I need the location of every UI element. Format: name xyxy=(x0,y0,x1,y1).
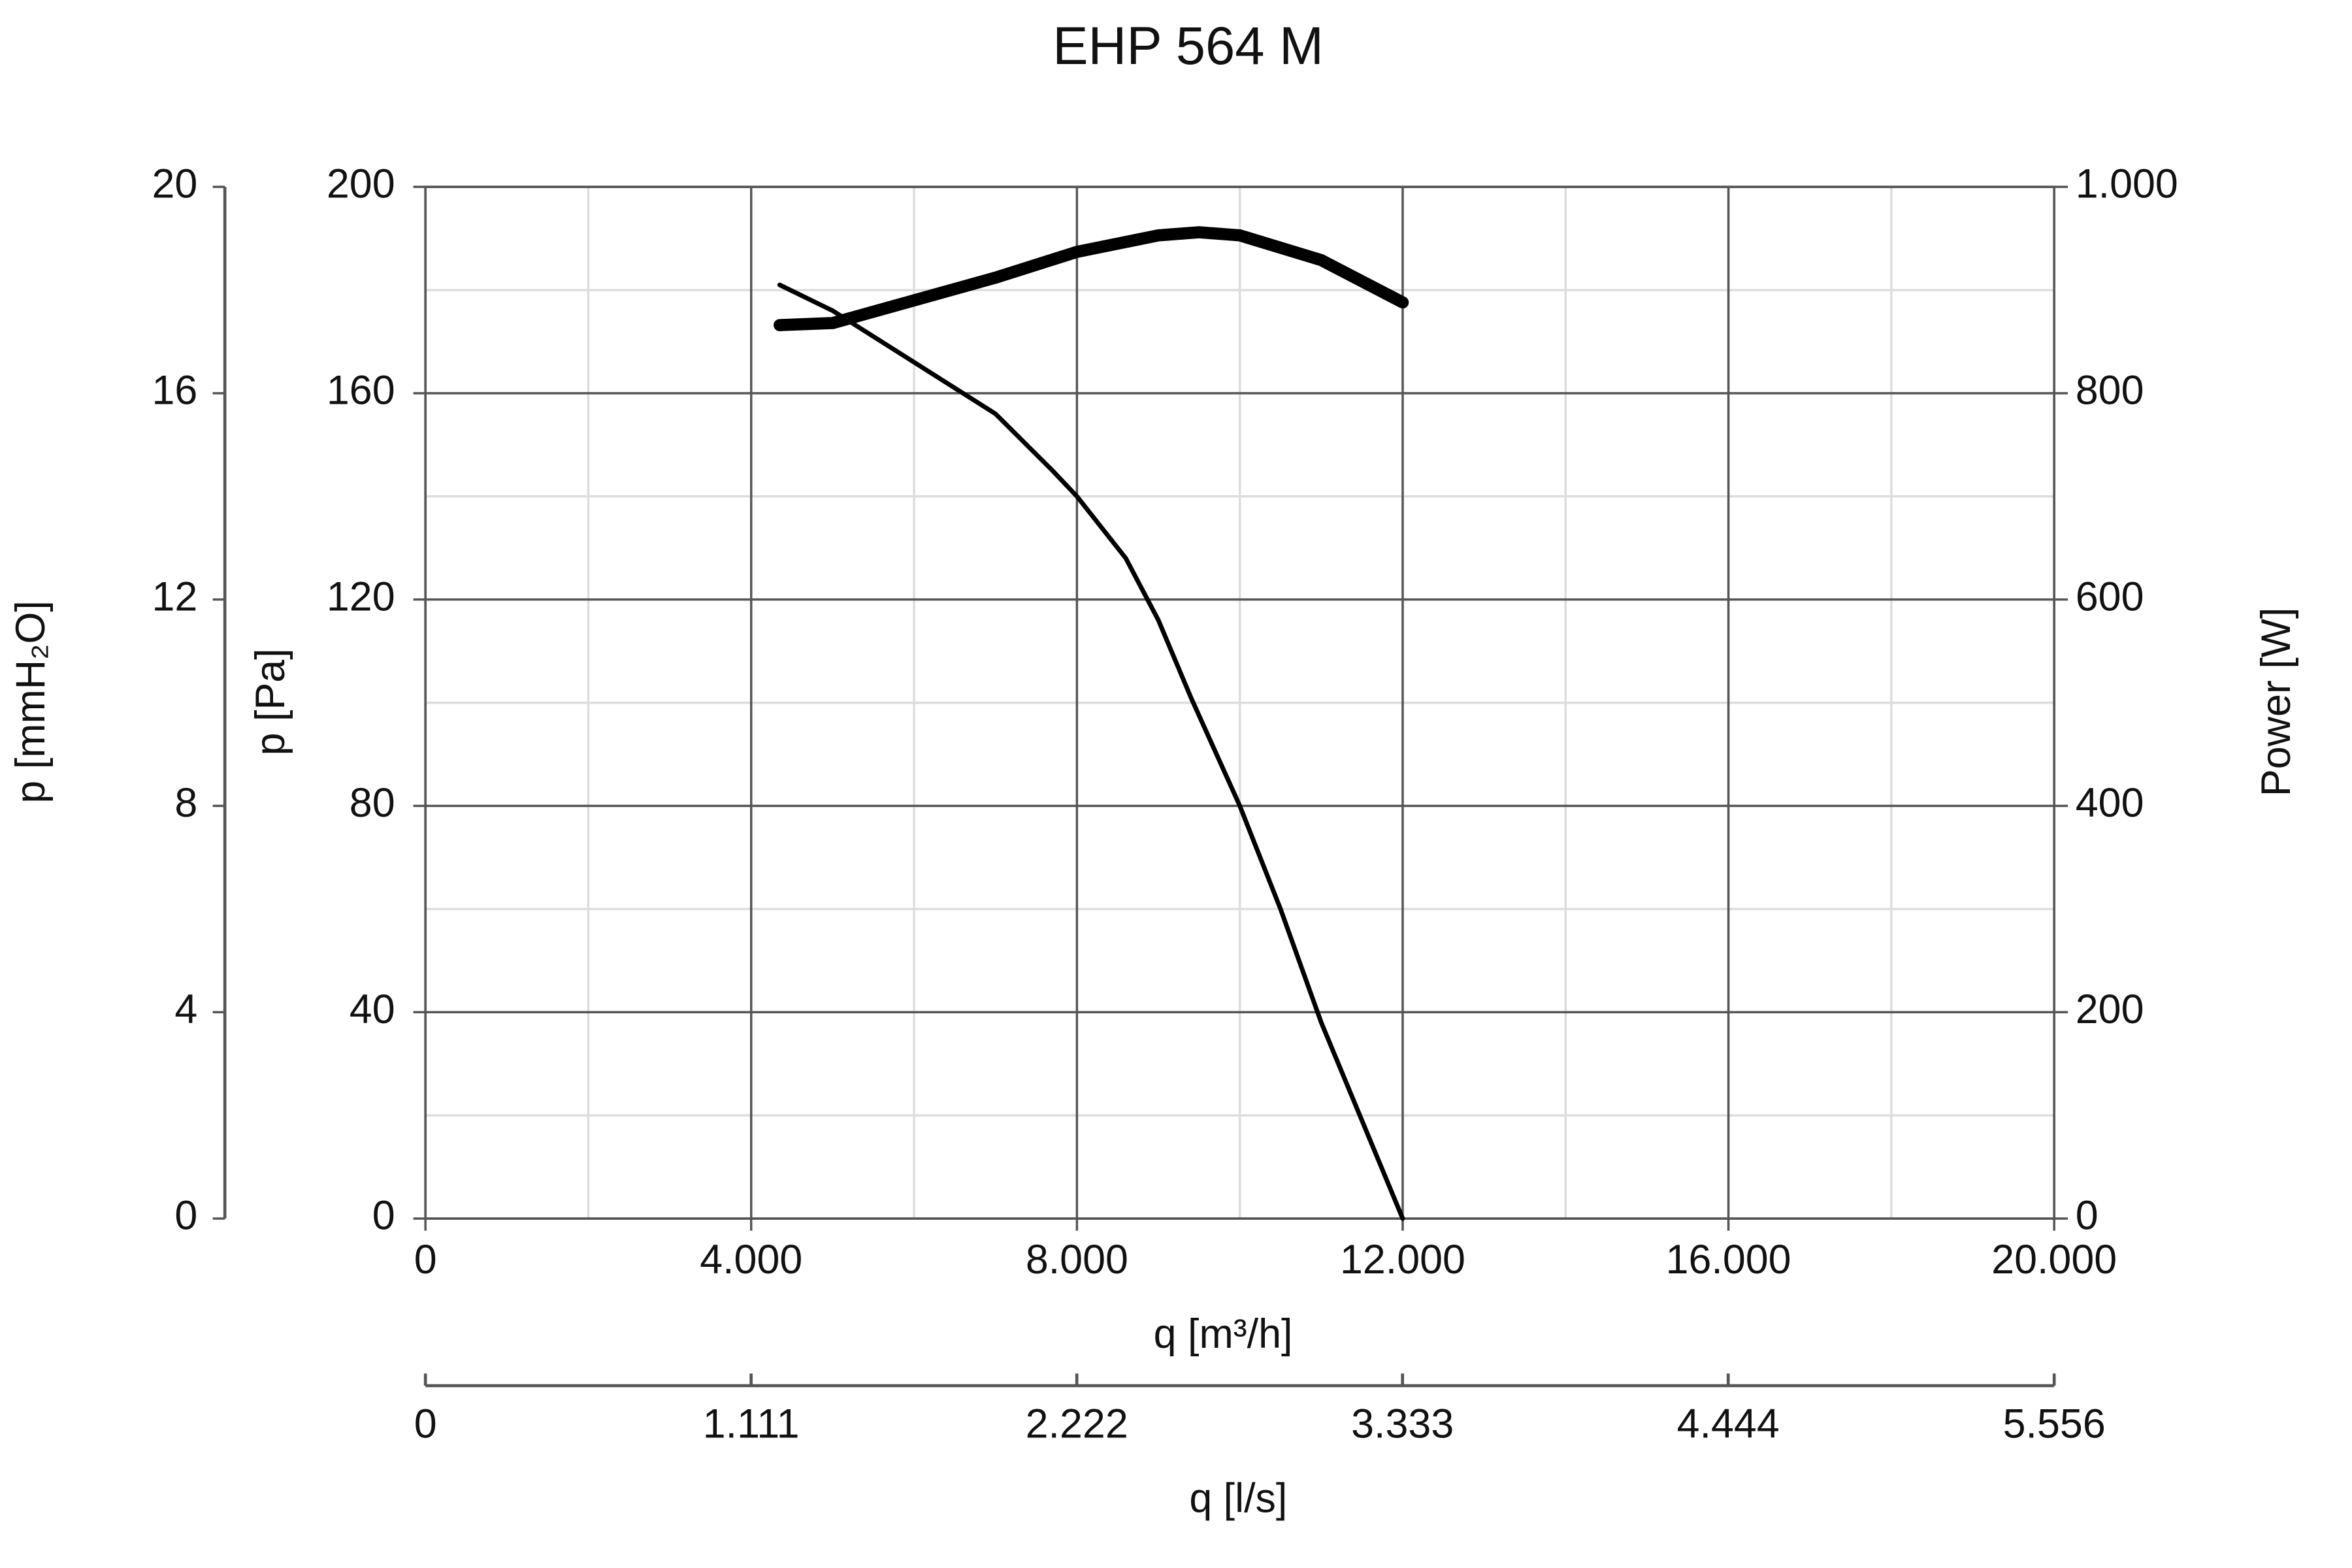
y-axis-label: p [Pa] xyxy=(248,648,293,755)
series-line xyxy=(777,282,1405,1221)
series-line xyxy=(774,226,1409,331)
y3-tick-label: 12 xyxy=(152,574,197,619)
y3-tick-label: 16 xyxy=(152,367,197,413)
x-tick-label: 12.000 xyxy=(1340,1237,1465,1282)
x2-tick-label: 2.222 xyxy=(1026,1401,1128,1446)
y3-tick-label: 0 xyxy=(174,1193,197,1239)
x-tick-label: 8.000 xyxy=(1026,1237,1128,1282)
x2-tick-label: 5.556 xyxy=(2003,1401,2106,1446)
y3-axis-label: p [mmH₂O] xyxy=(8,600,54,803)
y-tick-label: 200 xyxy=(327,161,395,207)
x2-tick-label: 0 xyxy=(414,1401,437,1446)
y2-axis-label: Power [W] xyxy=(2253,608,2299,797)
y2-tick-label: 1.000 xyxy=(2076,161,2178,207)
x-tick-label: 0 xyxy=(414,1237,437,1282)
x2-tick-label: 3.333 xyxy=(1351,1401,1454,1446)
x-tick-label: 16.000 xyxy=(1666,1237,1791,1282)
y3-tick-label: 8 xyxy=(174,780,197,826)
y2-tick-label: 800 xyxy=(2076,367,2144,413)
y-tick-label: 80 xyxy=(350,780,395,826)
x-axis-label: q [m³/h] xyxy=(1154,1311,1293,1357)
y2-tick-label: 600 xyxy=(2076,574,2144,619)
x2-tick-label: 4.444 xyxy=(1677,1401,1780,1446)
x2-tick-label: 1.111 xyxy=(703,1401,800,1446)
x-tick-label: 20.000 xyxy=(1991,1237,2117,1282)
y3-tick-label: 20 xyxy=(152,161,197,207)
y-tick-label: 0 xyxy=(372,1193,395,1239)
y2-tick-label: 0 xyxy=(2076,1193,2099,1239)
x2-axis-label: q [l/s] xyxy=(1189,1475,1287,1521)
y3-tick-label: 4 xyxy=(174,987,197,1032)
y-tick-label: 120 xyxy=(327,574,395,619)
plot-frame xyxy=(424,186,2055,1220)
y2-tick-label: 400 xyxy=(2076,780,2144,826)
y2-tick-label: 200 xyxy=(2076,987,2144,1032)
y-tick-label: 160 xyxy=(327,367,395,413)
x-tick-label: 4.000 xyxy=(700,1237,802,1282)
chart-title: EHP 564 M xyxy=(1053,16,1324,76)
y-tick-label: 40 xyxy=(350,987,395,1032)
